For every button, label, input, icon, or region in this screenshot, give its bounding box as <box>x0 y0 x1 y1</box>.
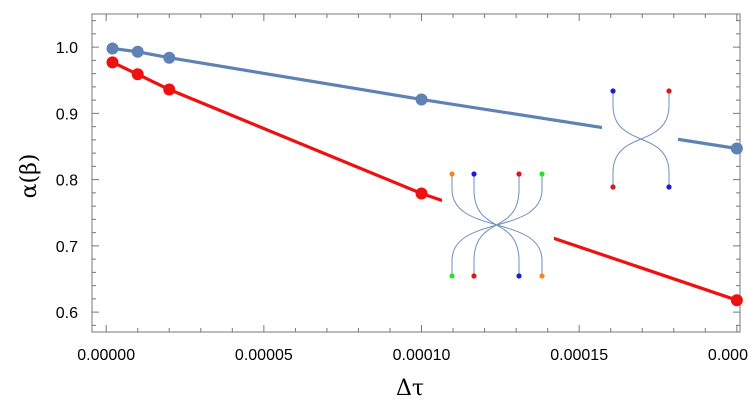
x-tick-label: 0.00015 <box>550 347 608 364</box>
frame-ticks <box>92 14 740 332</box>
strand-endpoint-bottom <box>449 273 455 279</box>
y-tick-labels: 0.6 0.7 0.8 0.9 1.0 <box>56 40 78 322</box>
x-tick-label: 0.00020 <box>708 347 748 364</box>
strand-endpoint-bottom <box>610 184 616 190</box>
y-tick-label: 0.6 <box>56 305 78 322</box>
strand-endpoint-top <box>666 88 672 94</box>
data-point <box>163 83 176 96</box>
x-tick-label: 0.00000 <box>77 347 135 364</box>
strand-endpoint-top <box>610 88 616 94</box>
data-point <box>106 56 119 69</box>
strand-endpoint-top <box>449 171 455 177</box>
y-tick-label: 0.7 <box>56 239 78 256</box>
y-axis-label: α(β) <box>17 154 42 199</box>
strand-endpoint-bottom <box>666 184 672 190</box>
strand <box>451 174 543 276</box>
strand <box>612 91 670 187</box>
inset-layer <box>442 82 678 286</box>
strand-endpoint-top <box>471 171 477 177</box>
strand-endpoint-bottom <box>471 273 477 279</box>
data-point <box>163 51 176 64</box>
x-tick-label: 0.00010 <box>393 347 451 364</box>
y-tick-label: 1.0 <box>56 40 78 57</box>
four-strand-crossing-diagram <box>442 164 554 286</box>
two-strand-crossing-diagram <box>602 82 678 196</box>
data-point <box>730 142 743 155</box>
y-tick-label: 0.8 <box>56 173 78 190</box>
strand-endpoint-bottom <box>516 273 522 279</box>
y-tick-label: 0.9 <box>56 106 78 123</box>
x-tick-labels: 0.00000 0.00005 0.00010 0.00015 0.00020 <box>77 347 748 364</box>
data-point <box>415 187 428 200</box>
strand-endpoint-top <box>516 171 522 177</box>
x-tick-label: 0.00005 <box>235 347 293 364</box>
data-point <box>131 45 144 58</box>
data-point <box>415 93 428 106</box>
data-point <box>730 294 743 307</box>
strand-endpoint-top <box>539 171 545 177</box>
plot-frame <box>91 13 741 333</box>
data-point <box>106 42 119 55</box>
x-axis-label: Δτ <box>396 376 424 401</box>
strand-endpoint-bottom <box>539 273 545 279</box>
data-point <box>131 68 144 81</box>
